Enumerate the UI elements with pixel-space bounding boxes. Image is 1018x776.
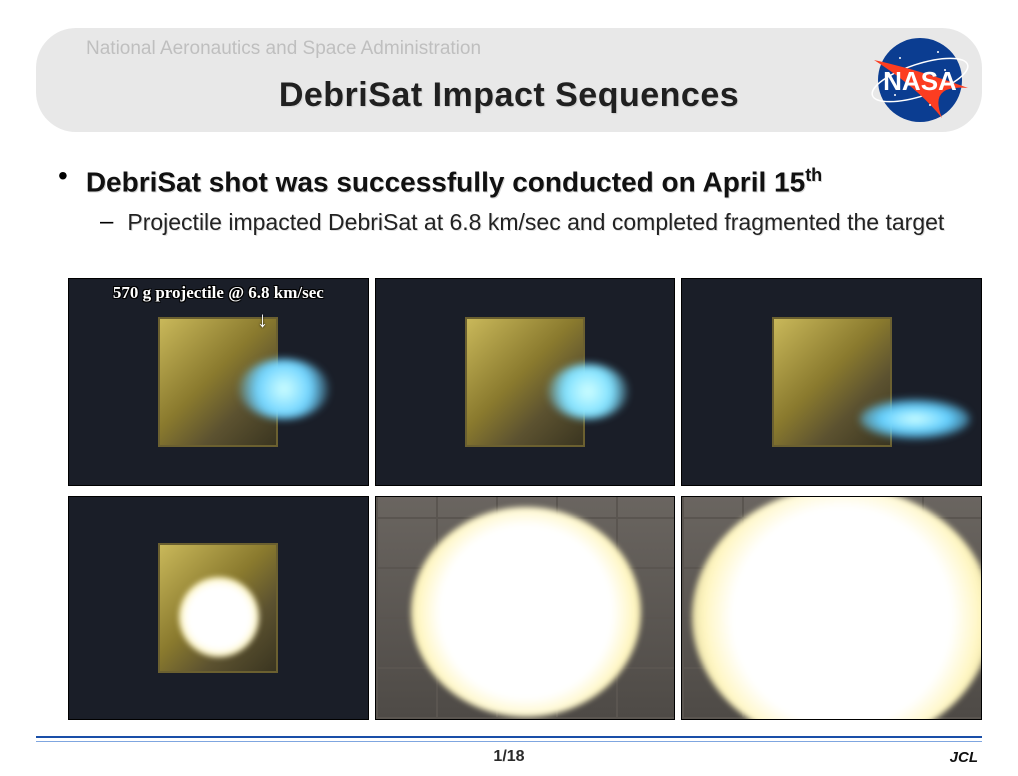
- footer-initials: JCL: [950, 749, 978, 766]
- arrow-down-icon: ↓: [257, 307, 268, 333]
- impact-frame-2: [375, 278, 676, 486]
- impact-frame-5: [375, 496, 676, 720]
- bullet-main: • DebriSat shot was successfully conduct…: [58, 158, 974, 199]
- plasma-flash: [548, 364, 628, 419]
- agency-label: National Aeronautics and Space Administr…: [86, 38, 481, 60]
- impact-sequence-grid: 570 g projectile @ 6.8 km/sec ↓: [68, 278, 982, 720]
- plasma-flash: [860, 399, 970, 439]
- explosion-flash: [411, 507, 641, 717]
- explosion-flash: [692, 496, 982, 720]
- sub-marker: –: [100, 207, 113, 237]
- bullet-main-text: DebriSat shot was successfully conducted…: [86, 158, 822, 199]
- impact-frame-6: [681, 496, 982, 720]
- bullet-block: • DebriSat shot was successfully conduct…: [58, 158, 974, 237]
- plasma-flash: [239, 359, 329, 419]
- footer-rule-primary: [36, 736, 982, 738]
- projectile-annotation: 570 g projectile @ 6.8 km/sec: [69, 283, 368, 303]
- impact-frame-3: [681, 278, 982, 486]
- bullet-sub: – Projectile impacted DebriSat at 6.8 km…: [100, 207, 974, 237]
- page-number: 1/18: [0, 748, 1018, 766]
- nasa-logo-icon: NASA: [870, 30, 970, 130]
- impact-frame-1: 570 g projectile @ 6.8 km/sec ↓: [68, 278, 369, 486]
- footer-rule-secondary: [36, 741, 982, 742]
- explosion-flash: [179, 577, 259, 657]
- bullet-marker: •: [58, 158, 68, 194]
- impact-frame-4: [68, 496, 369, 720]
- slide-title: DebriSat Impact Sequences: [0, 76, 1018, 115]
- bullet-sub-text: Projectile impacted DebriSat at 6.8 km/s…: [127, 207, 944, 237]
- nasa-wordmark: NASA: [883, 66, 957, 96]
